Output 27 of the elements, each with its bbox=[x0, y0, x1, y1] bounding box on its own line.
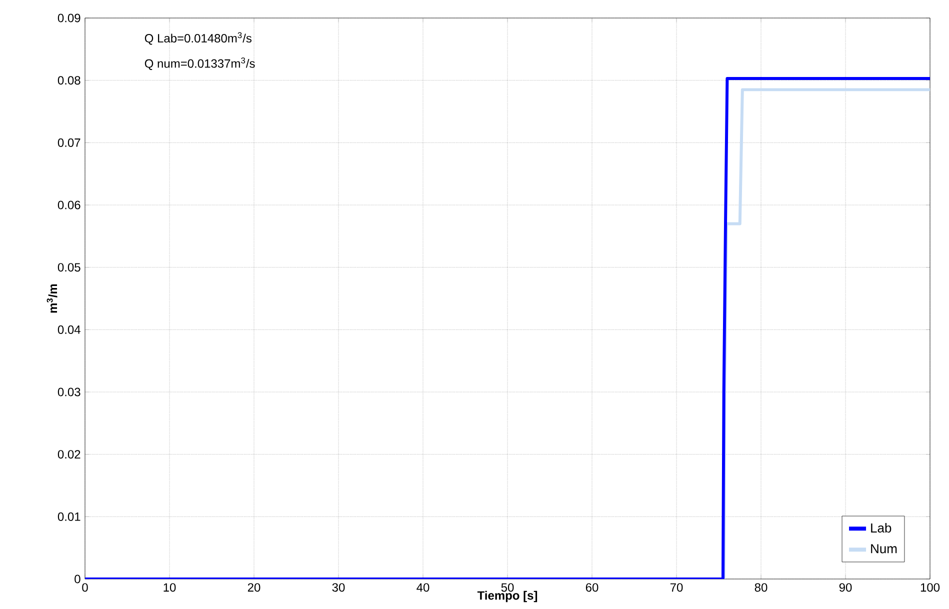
legend-label: Lab bbox=[871, 523, 892, 533]
y-tick-label: 0.04 bbox=[58, 325, 80, 334]
y-tick-label: 0.06 bbox=[58, 200, 80, 210]
x-tick-label: 60 bbox=[586, 583, 598, 592]
y-tick-label: 0.03 bbox=[58, 388, 80, 396]
x-tick-label: 90 bbox=[839, 583, 852, 592]
y-tick-label: 0.08 bbox=[58, 76, 80, 85]
x-tick-label: 30 bbox=[332, 583, 345, 592]
y-tick-label: 0 bbox=[74, 574, 80, 584]
x-tick-label: 40 bbox=[416, 583, 430, 592]
y-tick-label: 0.02 bbox=[58, 450, 80, 459]
annotation: Q num=0.01337m$^{3}$/s bbox=[144, 57, 255, 70]
x-tick-label: 100 bbox=[920, 583, 940, 592]
y-tick-label: 0.07 bbox=[58, 138, 80, 147]
y-tick-label: 0.09 bbox=[58, 14, 80, 22]
x-tick-label: 80 bbox=[754, 583, 768, 592]
y-axis-title: m$^{3}$/m bbox=[46, 284, 58, 313]
x-axis-title: Tiempo [s] bbox=[477, 590, 538, 602]
x-tick-label: 70 bbox=[670, 583, 683, 592]
x-tick-label: 0 bbox=[82, 583, 88, 592]
legend-label: Num bbox=[871, 544, 897, 554]
annotation: Q Lab=0.01480m$^{3}$/s bbox=[144, 32, 252, 45]
y-tick-label: 0.05 bbox=[58, 263, 80, 272]
x-tick-label: 20 bbox=[248, 583, 260, 592]
x-tick-label: 10 bbox=[164, 583, 176, 592]
y-tick-label: 0.01 bbox=[58, 512, 80, 521]
x-tick-label: 50 bbox=[501, 583, 514, 592]
